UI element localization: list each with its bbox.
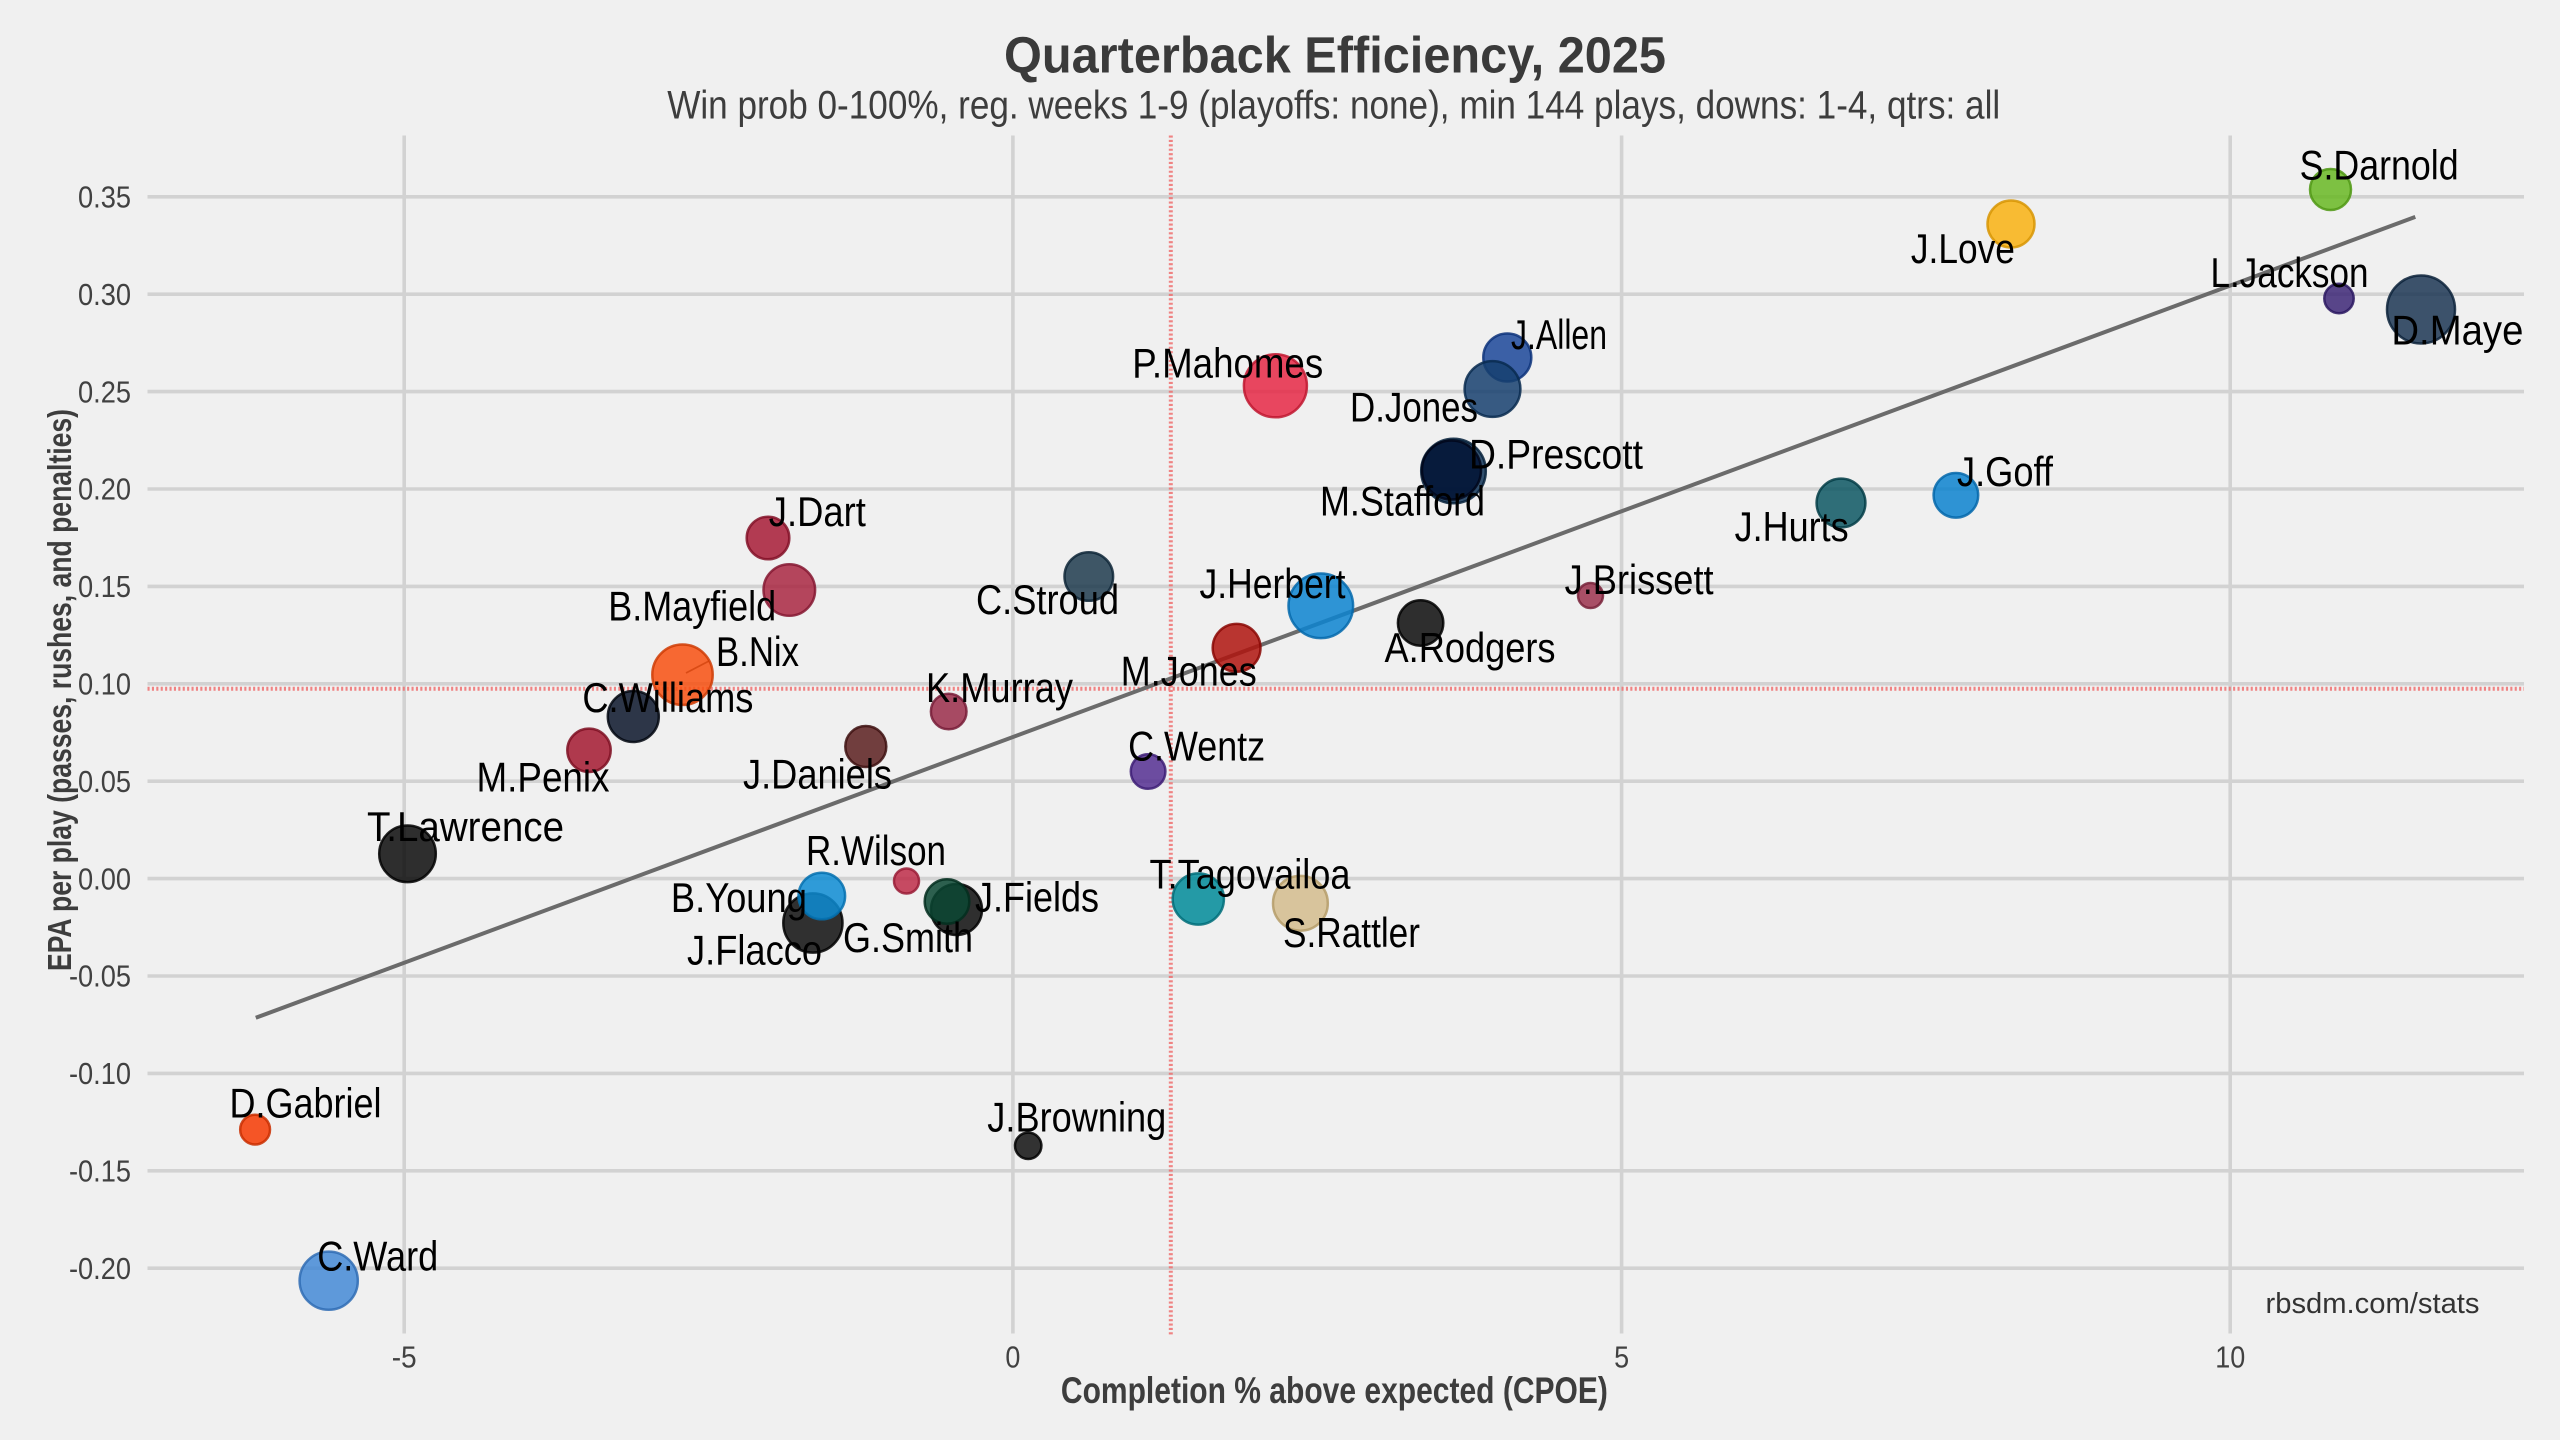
svg-text:B.Mayfield: B.Mayfield	[608, 583, 776, 630]
svg-text:-0.05: -0.05	[69, 959, 131, 994]
svg-text:0.20: 0.20	[78, 472, 131, 507]
svg-text:B.Young: B.Young	[671, 874, 807, 921]
svg-text:G.Smith: G.Smith	[843, 914, 973, 961]
svg-text:M.Penix: M.Penix	[477, 754, 610, 801]
svg-text:L.Jackson: L.Jackson	[2211, 249, 2369, 296]
svg-text:-5: -5	[392, 1340, 417, 1375]
svg-text:S.Darnold: S.Darnold	[2300, 142, 2459, 189]
svg-text:K.Murray: K.Murray	[926, 664, 1073, 711]
svg-text:-0.20: -0.20	[69, 1251, 131, 1286]
svg-text:J.Browning: J.Browning	[987, 1094, 1166, 1141]
svg-text:10: 10	[2215, 1340, 2245, 1375]
svg-text:rbsdm.com/stats: rbsdm.com/stats	[2266, 1288, 2480, 1320]
svg-text:0: 0	[1005, 1340, 1020, 1375]
svg-text:J.Flacco: J.Flacco	[687, 927, 822, 974]
svg-text:J.Goff: J.Goff	[1957, 448, 2053, 495]
svg-text:0.30: 0.30	[78, 277, 131, 312]
svg-text:-0.10: -0.10	[69, 1056, 131, 1091]
svg-text:T.Tagovailoa: T.Tagovailoa	[1150, 851, 1352, 898]
svg-text:0.25: 0.25	[78, 374, 131, 409]
svg-text:J.Brissett: J.Brissett	[1565, 556, 1714, 603]
svg-text:B.Nix: B.Nix	[716, 628, 799, 675]
svg-text:-0.15: -0.15	[69, 1154, 131, 1189]
svg-text:R.Wilson: R.Wilson	[806, 827, 946, 874]
svg-text:0.05: 0.05	[78, 764, 131, 799]
svg-text:J.Daniels: J.Daniels	[743, 751, 892, 798]
svg-text:J.Allen: J.Allen	[1511, 311, 1607, 358]
svg-text:0.00: 0.00	[78, 861, 131, 896]
svg-text:0.35: 0.35	[78, 180, 131, 215]
svg-text:M.Stafford: M.Stafford	[1320, 478, 1485, 525]
svg-text:Completion % above expected (C: Completion % above expected (CPOE)	[1061, 1370, 1608, 1411]
svg-text:J.Love: J.Love	[1911, 225, 2015, 272]
svg-text:D.Prescott: D.Prescott	[1469, 431, 1643, 478]
svg-text:J.Fields: J.Fields	[975, 874, 1099, 921]
svg-text:C.Stroud: C.Stroud	[976, 576, 1119, 623]
svg-text:J.Herbert: J.Herbert	[1200, 560, 1346, 607]
svg-text:J.Dart: J.Dart	[769, 488, 866, 535]
svg-text:Win prob 0-100%, reg. weeks 1-: Win prob 0-100%, reg. weeks 1-9 (playoff…	[667, 83, 2000, 127]
svg-text:C.Williams: C.Williams	[582, 674, 753, 721]
svg-text:A.Rodgers: A.Rodgers	[1385, 624, 1556, 671]
svg-text:5: 5	[1614, 1340, 1629, 1375]
svg-text:S.Rattler: S.Rattler	[1283, 909, 1420, 956]
svg-text:EPA per play (passes, rushes,: EPA per play (passes, rushes, and penalt…	[41, 409, 78, 971]
svg-text:T.Lawrence: T.Lawrence	[367, 803, 564, 850]
svg-text:P.Mahomes: P.Mahomes	[1132, 340, 1323, 387]
svg-text:M.Jones: M.Jones	[1121, 648, 1257, 695]
svg-text:D.Jones: D.Jones	[1350, 384, 1478, 431]
svg-text:C.Wentz: C.Wentz	[1128, 723, 1265, 770]
svg-text:C.Ward: C.Ward	[317, 1233, 438, 1280]
svg-text:0.10: 0.10	[78, 667, 131, 702]
svg-text:J.Hurts: J.Hurts	[1735, 503, 1849, 550]
svg-text:D.Maye: D.Maye	[2391, 307, 2523, 354]
svg-text:0.15: 0.15	[78, 569, 131, 604]
svg-text:Quarterback Efficiency, 2025: Quarterback Efficiency, 2025	[1004, 26, 1666, 83]
svg-text:D.Gabriel: D.Gabriel	[230, 1079, 382, 1126]
